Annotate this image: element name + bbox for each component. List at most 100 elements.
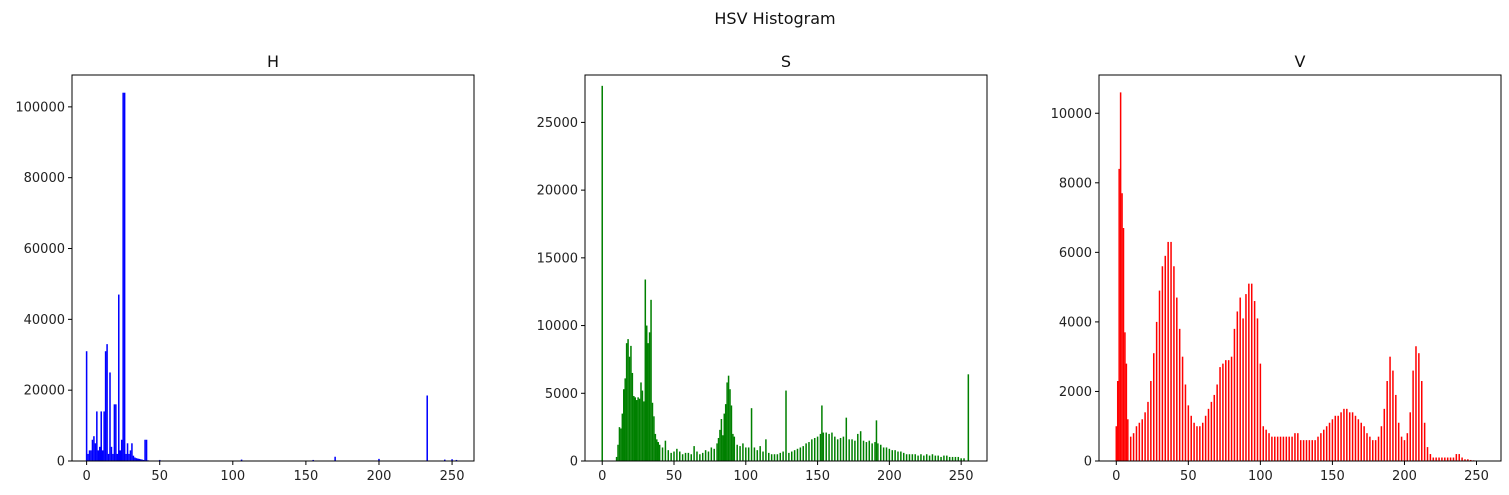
bar-v [1302,440,1305,461]
bar-s [658,444,661,461]
y-tick-label-h: 60000 [24,242,65,257]
bar-s [681,454,684,461]
bar-v [1458,454,1460,461]
bar-v [1125,363,1128,461]
bar-h [158,459,161,461]
bar-h [131,443,133,461]
x-tick-label-s: 250 [949,469,974,484]
bar-s [729,389,731,461]
subplot-s: S 0 50 100 150 200 250 0 5000 10000 15000 20000 2500… [537,52,988,484]
bar-h [101,450,104,461]
y-tick-label-s: 15000 [537,251,578,266]
bar-v [1305,440,1308,461]
figure-title: HSV Histogram [714,9,835,28]
bar-s [661,447,664,461]
axes-frame-v [1098,74,1502,462]
bar-s [897,451,899,461]
bar-v [1164,255,1167,461]
bar-s [773,454,776,461]
bar-s [670,452,672,461]
bar-s [779,452,782,461]
bar-s [637,397,639,461]
bar-v [1455,454,1458,461]
subplot-h: H 0 50 100 150 200 250 0 20000 40000 60000 80000 100… [15,52,475,484]
bar-v [1147,401,1149,461]
bar-h [141,459,143,461]
bar-v [1121,193,1123,462]
bar-s [813,437,816,461]
bar-h [378,458,380,461]
bar-h [142,459,145,461]
bar-v [1366,433,1368,461]
bar-v [1331,419,1334,461]
bar-v [1242,318,1244,461]
bar-h [110,446,113,461]
bar-h [132,455,135,461]
bar-v [1464,459,1466,461]
bar-s [768,452,770,461]
y-tick-label-s: 5000 [545,387,578,402]
x-tick-label-h: 0 [82,469,90,484]
bar-h [118,294,120,461]
bar-s [717,437,720,461]
bar-v [1435,457,1437,461]
bar-s [882,447,885,461]
bar-s [656,439,658,461]
bar-s [645,325,648,461]
bar-s [650,299,652,461]
bar-v [1386,381,1388,461]
bar-v [1176,297,1178,461]
bar-s [623,389,625,461]
bar-h [104,351,107,461]
bar-v [1446,457,1449,461]
bar-v [1253,301,1256,461]
bar-v [1314,440,1316,461]
bar-s [690,454,692,461]
bar-s [888,448,891,461]
bar-v [1167,241,1169,461]
y-tick-label-v: 4000 [1059,315,1092,330]
x-tick-label-s: 100 [733,469,758,484]
axes-frame-s [584,74,988,462]
bar-v [1346,408,1348,461]
bar-v [1348,412,1351,461]
bar-v [1377,436,1380,461]
bar-v [1325,426,1328,461]
bar-v [1288,436,1290,461]
axes-frame-h [71,74,475,462]
bar-s [667,450,670,461]
bar-s [644,279,647,461]
bar-v [1432,457,1435,461]
bar-v [1225,360,1227,461]
bar-s [911,454,914,461]
bar-v [1230,356,1233,461]
bar-v [1357,419,1360,461]
bar-v [1291,436,1293,461]
bar-s [684,452,687,461]
x-tick-label-h: 50 [151,469,168,484]
y-tick-label-s: 0 [570,455,578,470]
bar-h [139,459,142,461]
y-tick-label-v: 6000 [1059,246,1092,261]
bar-h [135,458,138,461]
bar-s [617,444,619,461]
subplot-title-v: V [1295,52,1306,71]
bar-v [1196,426,1198,461]
bar-v [1150,381,1152,461]
bar-h [137,458,139,461]
bar-v [1392,370,1394,461]
bar-v [1256,318,1259,461]
bar-v [1320,433,1322,461]
bar-h [334,456,336,461]
y-tick-label-v: 8000 [1059,176,1092,191]
bar-s [765,439,767,461]
bar-s [793,450,796,461]
bar-h [138,458,141,461]
bar-v [1323,429,1325,461]
bar-v [1415,346,1417,461]
bar-s [657,442,659,461]
bar-s [724,404,727,461]
bar-h [94,443,97,461]
bar-v [1115,426,1118,461]
bar-v [1213,394,1216,461]
